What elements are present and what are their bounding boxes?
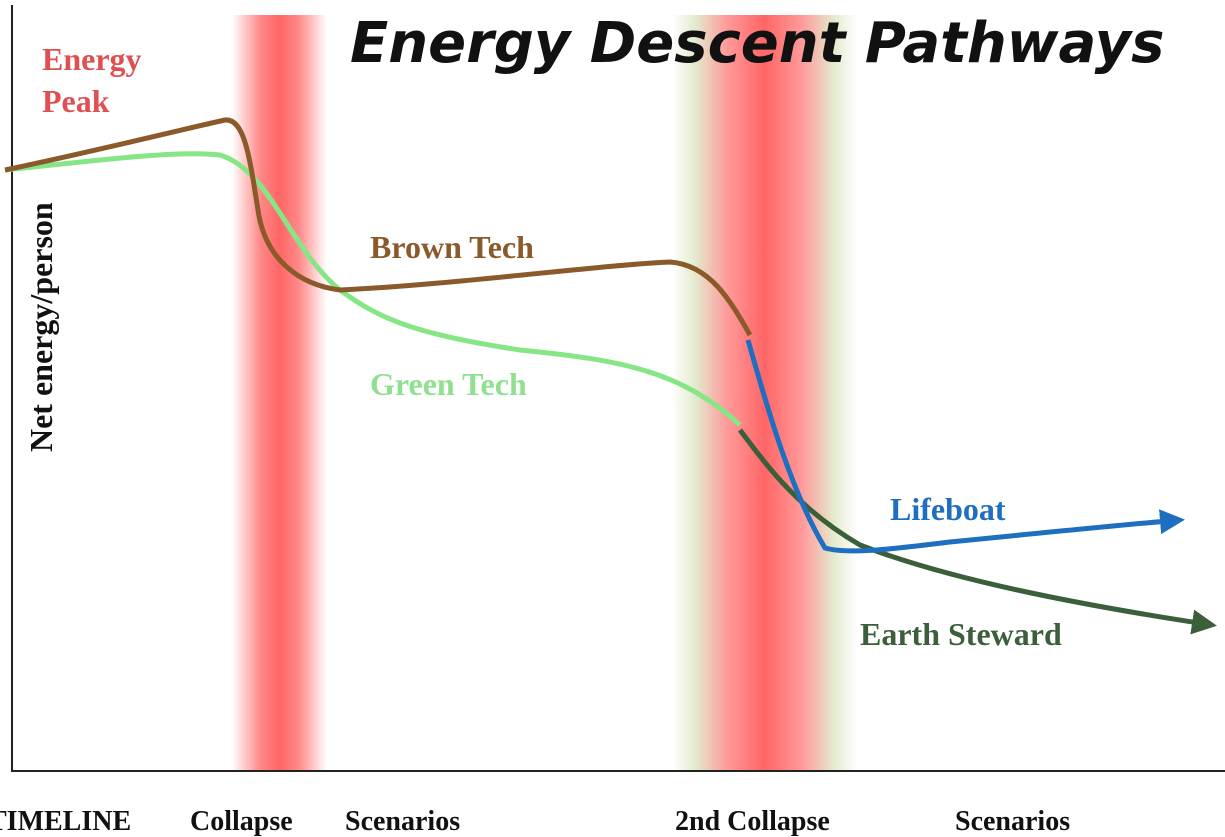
y-axis-label: Net energy/person bbox=[23, 202, 59, 452]
timeline-label: Scenarios bbox=[345, 806, 460, 837]
annotation: Peak bbox=[42, 83, 110, 119]
collapse-band bbox=[232, 15, 327, 770]
earth-steward-curve bbox=[738, 428, 1217, 635]
annotation: Lifeboat bbox=[890, 491, 1006, 527]
timeline-label: TIMELINE bbox=[0, 806, 131, 837]
timeline-label: 2nd Collapse bbox=[675, 806, 830, 837]
annotation: Energy bbox=[42, 41, 142, 77]
timeline-label: Collapse bbox=[190, 806, 293, 837]
annotation: Earth Steward bbox=[860, 616, 1062, 652]
timeline-label: Scenarios bbox=[955, 806, 1070, 837]
brown-tech-curve bbox=[4, 117, 753, 337]
annotation: Green Tech bbox=[370, 366, 527, 402]
annotation: Brown Tech bbox=[370, 229, 534, 265]
title: Energy Descent Pathways bbox=[350, 11, 1164, 76]
lifeboat-curve bbox=[745, 339, 1185, 554]
